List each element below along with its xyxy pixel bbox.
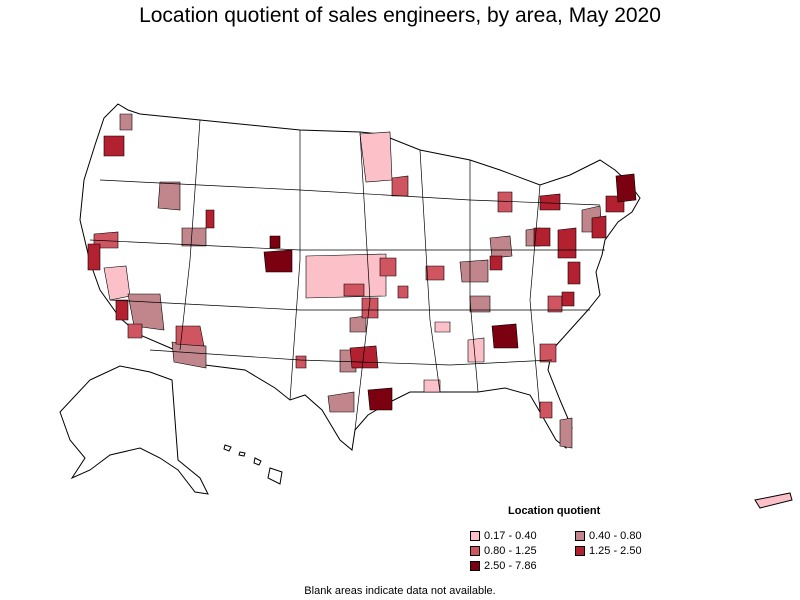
legend-item-1: 0.40 - 0.80	[575, 530, 642, 542]
legend-swatch	[575, 546, 585, 556]
puerto-rico	[754, 492, 793, 509]
legend-swatch	[470, 561, 480, 571]
hawaii	[223, 444, 283, 485]
legend-item-0: 0.17 - 0.40	[470, 530, 537, 542]
map-areas	[87, 113, 637, 449]
state-boundaries	[89, 119, 605, 431]
legend-title: Location quotient	[508, 505, 601, 517]
alaska	[59, 365, 209, 495]
legend-label: 0.40 - 0.80	[589, 530, 642, 542]
map-title: Location quotient of sales engineers, by…	[139, 4, 661, 27]
legend-item-2: 0.80 - 1.25	[470, 545, 537, 557]
legend-label: 1.25 - 2.50	[589, 545, 642, 557]
footnote: Blank areas indicate data not available.	[304, 585, 496, 597]
legend-label: 0.17 - 0.40	[484, 530, 537, 542]
legend-swatch	[575, 531, 585, 541]
legend-item-4: 2.50 - 7.86	[470, 560, 537, 572]
legend-label: 2.50 - 7.86	[484, 560, 537, 572]
legend-item-3: 1.25 - 2.50	[575, 545, 642, 557]
legend-swatch	[470, 546, 480, 556]
legend-label: 0.80 - 1.25	[484, 545, 537, 557]
legend-swatch	[470, 531, 480, 541]
